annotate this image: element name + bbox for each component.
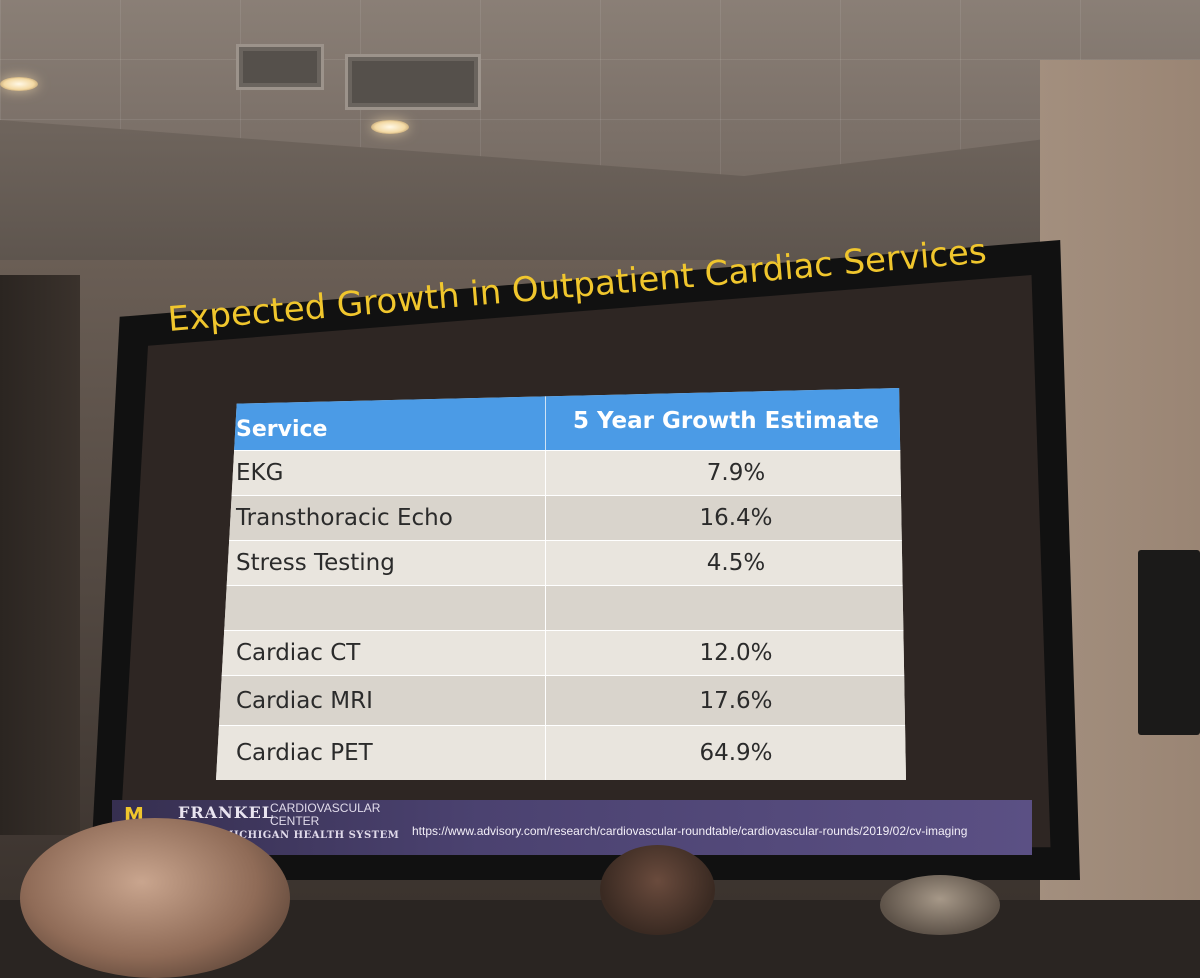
table-cell-growth: 7.9% [546, 450, 906, 495]
logo-name: FRANKEL [178, 803, 275, 822]
table-header-service: Service [216, 388, 546, 450]
table-cell-service: Cardiac MRI [216, 675, 546, 725]
left-pillar [0, 275, 80, 835]
slide-footer [112, 800, 1032, 855]
audience-head [600, 845, 715, 935]
table-cell-growth [546, 585, 906, 630]
table-header-growth: 5 Year Growth Estimate [546, 388, 906, 450]
table-cell-service: Stress Testing [216, 540, 546, 585]
table-cell-service: EKG [216, 450, 546, 495]
slide: Expected Growth in Outpatient Cardiac Se… [112, 231, 1032, 855]
ceiling-light [371, 120, 409, 134]
table-cell-service: Transthoracic Echo [216, 495, 546, 540]
table-cell-growth: 64.9% [546, 725, 906, 780]
table-cell-growth: 4.5% [546, 540, 906, 585]
table-cell-service: Cardiac CT [216, 630, 546, 675]
source-url: https://www.advisory.com/research/cardio… [412, 824, 968, 838]
table-cell-growth: 17.6% [546, 675, 906, 725]
table-cell-service: Cardiac PET [216, 725, 546, 780]
slide-title: Expected Growth in Outpatient Cardiac Se… [166, 231, 989, 340]
ceiling-vent [345, 54, 481, 110]
audience-head [880, 875, 1000, 935]
ceiling-vent [236, 44, 324, 90]
growth-table: Service 5 Year Growth Estimate EKG 7.9% … [216, 388, 906, 780]
ceiling-light [0, 77, 38, 91]
logo-organization: Y OF MICHIGAN HEALTH SYSTEM [190, 830, 400, 841]
table-grid: Service 5 Year Growth Estimate EKG 7.9% … [216, 388, 906, 780]
logo-subtitle-line2: CENTER [270, 814, 320, 828]
logo-subtitle-line1: CARDIOVASCULAR [270, 801, 381, 815]
audience-head [20, 818, 290, 978]
wall-speaker [1138, 550, 1200, 735]
logo-subtitle: CARDIOVASCULAR CENTER [270, 802, 380, 828]
table-cell-growth: 16.4% [546, 495, 906, 540]
table-cell-growth: 12.0% [546, 630, 906, 675]
table-cell-service [216, 585, 546, 630]
